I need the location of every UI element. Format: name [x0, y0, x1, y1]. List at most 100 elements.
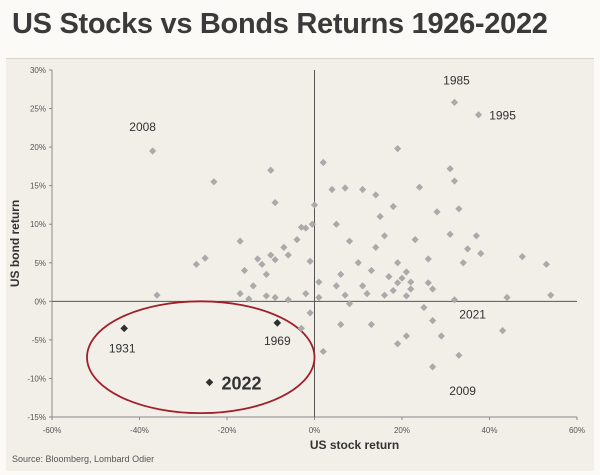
data-point: [271, 256, 279, 264]
data-point: [424, 255, 432, 263]
data-point: [306, 257, 314, 265]
annotation-2008: 2008: [129, 120, 156, 134]
data-point: [372, 191, 380, 199]
y-tick-label: 20%: [30, 143, 46, 152]
data-point: [367, 320, 375, 329]
data-point: [315, 278, 323, 286]
data-point: [367, 266, 375, 275]
data-point: [359, 282, 367, 290]
data-point: [450, 177, 459, 185]
data-point: [380, 291, 389, 299]
data-point: [407, 278, 415, 286]
data-point: [402, 332, 410, 340]
data-point: [376, 212, 384, 221]
data-point: [455, 351, 463, 359]
data-point: [547, 291, 555, 299]
data-point: [319, 158, 327, 167]
data-point: [271, 293, 279, 302]
data-point: [429, 285, 437, 293]
data-point: [394, 340, 402, 348]
data-point: [315, 293, 323, 302]
data-point: [446, 230, 454, 238]
highlight-point: [205, 378, 214, 387]
data-point: [293, 236, 301, 244]
data-point: [385, 273, 393, 281]
data-point: [337, 270, 345, 278]
y-tick-label: -10%: [27, 374, 46, 383]
data-point: [341, 184, 349, 192]
data-point: [258, 260, 266, 268]
data-point: [518, 253, 526, 261]
data-point: [267, 166, 275, 174]
data-point: [420, 303, 428, 312]
data-point: [308, 220, 316, 228]
data-point: [240, 266, 249, 275]
data-point: [394, 279, 402, 287]
annotation-2009: 2009: [449, 384, 476, 398]
data-point: [459, 259, 467, 267]
data-point: [149, 147, 157, 155]
data-point: [328, 185, 336, 194]
highlight-point: [273, 319, 282, 327]
data-point: [297, 223, 305, 231]
data-point: [437, 332, 445, 340]
annotation-2022: 2022: [221, 373, 261, 393]
annotation-1985: 1985: [443, 73, 470, 87]
data-point: [398, 274, 406, 282]
data-point: [310, 201, 319, 209]
data-point: [380, 232, 389, 240]
data-point: [306, 309, 314, 317]
data-point: [402, 292, 410, 300]
data-point: [464, 245, 472, 253]
data-point: [267, 251, 275, 259]
data-point: [363, 290, 371, 298]
data-point: [332, 282, 340, 290]
data-point: [345, 300, 354, 308]
data-point: [411, 236, 419, 244]
data-point: [236, 290, 244, 298]
data-point: [280, 243, 288, 251]
data-point: [236, 237, 244, 245]
data-point: [332, 220, 340, 228]
data-point: [262, 270, 270, 278]
data-point: [446, 165, 454, 173]
data-point: [402, 268, 410, 276]
data-point: [424, 279, 432, 287]
data-point: [249, 282, 257, 290]
data-point: [372, 243, 380, 251]
data-point: [450, 98, 459, 106]
y-tick-label: 25%: [30, 105, 46, 114]
x-tick-label: 40%: [481, 426, 497, 435]
annotation-1995: 1995: [489, 109, 516, 123]
data-point: [415, 183, 424, 191]
data-point: [455, 205, 463, 213]
x-tick-label: 20%: [394, 426, 410, 435]
data-point: [153, 291, 161, 299]
y-tick-label: -5%: [32, 336, 46, 345]
data-point: [407, 285, 415, 293]
data-point: [245, 295, 253, 303]
y-tick-label: 0%: [34, 297, 46, 306]
annotation-1969: 1969: [264, 334, 291, 348]
data-point: [345, 237, 354, 245]
x-axis-title: US stock return: [310, 438, 399, 452]
data-point: [319, 347, 327, 356]
x-tick-label: 60%: [569, 426, 585, 435]
data-point: [302, 290, 310, 298]
data-point: [337, 320, 345, 329]
data-point: [429, 363, 437, 371]
data-point: [474, 111, 483, 119]
data-point: [429, 317, 437, 325]
data-point: [433, 208, 441, 216]
x-tick-label: 0%: [309, 426, 321, 435]
data-point: [297, 324, 305, 332]
plot-background: [6, 58, 594, 471]
data-point: [450, 296, 459, 304]
y-tick-label: 30%: [30, 66, 46, 75]
data-point: [271, 199, 279, 207]
data-point: [262, 292, 270, 300]
y-tick-label: 5%: [34, 259, 46, 268]
data-point: [192, 260, 200, 268]
data-point: [284, 296, 292, 304]
